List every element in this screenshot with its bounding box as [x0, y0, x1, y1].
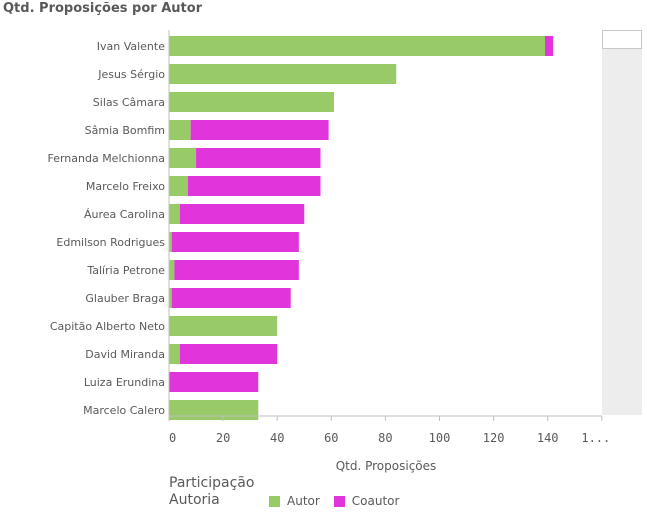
bar-autor-marcelo-calero[interactable]	[169, 400, 259, 420]
category-label-silas-camara: Silas Câmara	[93, 96, 165, 109]
category-label-marcelo-calero: Marcelo Calero	[83, 404, 165, 417]
bar-coautor-taliria-petrone[interactable]	[174, 260, 299, 280]
legend: Participação Autoria Autor Coautor	[169, 475, 399, 509]
category-label-ivan-valente: Ivan Valente	[97, 40, 165, 53]
tick-label-6: 120	[483, 431, 505, 445]
category-label-aurea-carolina: Áurea Carolina	[84, 208, 165, 221]
tick-label-7: 140	[537, 431, 559, 445]
bar-coautor-samia-bomfim[interactable]	[190, 120, 329, 140]
bar-autor-samia-bomfim[interactable]	[169, 120, 191, 140]
tick-label-5: 100	[429, 431, 451, 445]
bars	[169, 36, 554, 420]
legend-title: Participação Autoria	[169, 475, 255, 508]
bar-autor-edmilson-rodrigues[interactable]	[169, 232, 172, 252]
legend-item-coautor[interactable]: Coautor	[333, 494, 400, 509]
bar-coautor-david-miranda[interactable]	[179, 344, 278, 364]
bar-autor-silas-camara[interactable]	[169, 92, 335, 112]
bar-coautor-aurea-carolina[interactable]	[179, 204, 305, 224]
category-axis-labels: Ivan Valente Jesus Sérgio Silas Câmara Sâmi…	[47, 40, 165, 417]
bar-coautor-fernanda-melchionna[interactable]	[196, 148, 321, 168]
category-label-marcelo-freixo: Marcelo Freixo	[86, 180, 165, 193]
category-label-taliria-petrone: Talíria Petrone	[86, 264, 165, 277]
bar-autor-jesus-sergio[interactable]	[169, 64, 397, 84]
bar-autor-marcelo-freixo[interactable]	[169, 176, 188, 196]
bar-coautor-marcelo-freixo[interactable]	[187, 176, 321, 196]
legend-label-autor: Autor	[287, 494, 320, 508]
scrollbar-thumb[interactable]	[602, 30, 642, 49]
legend-label-coautor: Coautor	[351, 494, 400, 508]
legend-swatch-autor	[269, 495, 280, 507]
chart-scrollbar[interactable]	[602, 30, 642, 415]
category-label-david-miranda: David Miranda	[85, 348, 165, 361]
category-label-edmilson-rodrigues: Edmilson Rodrigues	[56, 236, 165, 249]
tick-label-4: 80	[378, 431, 392, 445]
bar-autor-david-miranda[interactable]	[169, 344, 180, 364]
legend-item-autor[interactable]: Autor	[269, 494, 320, 509]
category-label-jesus-sergio: Jesus Sérgio	[97, 68, 165, 81]
bar-autor-ivan-valente[interactable]	[169, 36, 545, 56]
x-axis-title: Qtd. Proposições	[336, 459, 437, 473]
bar-autor-taliria-petrone[interactable]	[169, 260, 175, 280]
legend-swatch-coautor	[333, 495, 345, 507]
bar-coautor-luiza-erundina[interactable]	[169, 372, 259, 392]
bar-coautor-edmilson-rodrigues[interactable]	[171, 232, 299, 252]
category-label-capitao-alberto-neto: Capitão Alberto Neto	[50, 320, 165, 333]
category-label-fernanda-melchionna: Fernanda Melchionna	[47, 152, 165, 165]
category-label-luiza-erundina: Luiza Erundina	[84, 376, 165, 389]
tick-label-8: 1...	[581, 431, 610, 445]
tick-label-0: 0	[169, 431, 176, 445]
bar-autor-capitao-alberto-neto[interactable]	[169, 316, 278, 336]
bar-coautor-ivan-valente[interactable]	[544, 36, 554, 56]
tick-label-2: 40	[270, 431, 284, 445]
tick-label-3: 60	[324, 431, 338, 445]
bar-coautor-glauber-braga[interactable]	[171, 288, 291, 308]
category-label-glauber-braga: Glauber Braga	[85, 292, 165, 305]
bar-autor-glauber-braga[interactable]	[169, 288, 172, 308]
value-axis-ticks: 0 20 40 60 80 100 120 140 1...	[168, 416, 610, 445]
bar-autor-aurea-carolina[interactable]	[169, 204, 180, 224]
tick-label-1: 20	[216, 431, 230, 445]
category-label-samia-bomfim: Sâmia Bomfim	[85, 124, 165, 137]
bar-autor-fernanda-melchionna[interactable]	[169, 148, 197, 168]
chart-title: Qtd. Proposições por Autor	[3, 1, 203, 16]
